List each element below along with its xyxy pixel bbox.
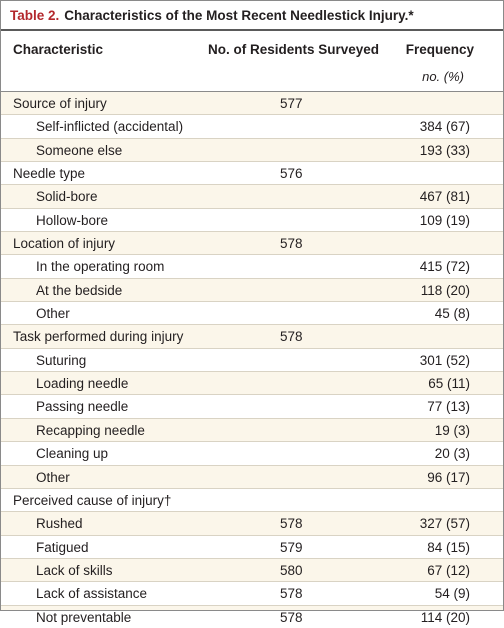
table-row: Self-inflicted (accidental) 384 (67) <box>1 115 503 139</box>
table-row: Task performed during injury 578 <box>1 325 503 349</box>
row-residents-surveyed: 578 <box>280 586 303 602</box>
table-row: In the operating room 415 (72) <box>1 255 503 279</box>
table-row: Source of injury 577 <box>1 92 503 116</box>
row-frequency: 193 (33) <box>419 142 470 158</box>
table-row: Perceived cause of injury† <box>1 488 503 513</box>
row-residents-surveyed: 580 <box>280 562 303 578</box>
row-characteristic: Needle type <box>13 166 86 182</box>
row-characteristic: Recapping needle <box>36 422 145 438</box>
table-row: Location of injury 578 <box>1 232 503 256</box>
table-row: Loading needle 65 (11) <box>1 372 503 396</box>
row-frequency: 65 (11) <box>428 376 470 392</box>
table-row: Passing needle 77 (13) <box>1 395 503 419</box>
row-frequency: 467 (81) <box>419 189 470 205</box>
row-frequency: 114 (20) <box>420 609 470 625</box>
table-row: Suturing 301 (52) <box>1 348 503 373</box>
row-residents-surveyed: 579 <box>280 539 303 555</box>
row-characteristic: In the operating room <box>36 259 165 275</box>
row-characteristic: Loading needle <box>36 376 129 392</box>
table-row: Not preventable 578 114 (20) <box>1 606 503 628</box>
row-frequency: 20 (3) <box>434 446 470 462</box>
table-row: Solid-bore 467 (81) <box>1 185 503 209</box>
row-characteristic: Other <box>36 469 70 485</box>
row-frequency: 54 (9) <box>434 586 470 602</box>
row-residents-surveyed: 578 <box>280 329 303 345</box>
column-header-frequency-unit: no. (%) <box>422 69 464 84</box>
row-frequency: 327 (57) <box>419 516 470 532</box>
table-title: Characteristics of the Most Recent Needl… <box>64 7 414 23</box>
column-header-residents: No. of Residents Surveyed <box>208 42 380 57</box>
row-frequency: 84 (15) <box>427 539 470 555</box>
row-characteristic: Not preventable <box>36 609 132 625</box>
row-frequency: 415 (72) <box>419 259 470 275</box>
row-frequency: 301 (52) <box>419 352 470 368</box>
table-row: Other 96 (17) <box>1 466 503 489</box>
row-residents-surveyed: 578 <box>280 516 303 532</box>
row-frequency: 77 (13) <box>427 399 470 415</box>
table-row: Someone else 193 (33) <box>1 139 503 163</box>
row-residents-surveyed: 576 <box>280 166 303 182</box>
row-residents-surveyed: 578 <box>280 236 303 252</box>
row-characteristic: Fatigued <box>36 539 89 555</box>
table-row: Other 45 (8) <box>1 302 503 326</box>
table-row: Needle type 576 <box>1 162 503 186</box>
row-characteristic: Source of injury <box>13 96 107 111</box>
row-characteristic: Perceived cause of injury† <box>13 492 172 508</box>
column-header-frequency: Frequency <box>405 42 474 57</box>
row-characteristic: Hollow-bore <box>36 212 109 228</box>
table-row: Lack of assistance 578 54 (9) <box>1 582 503 606</box>
row-characteristic: Location of injury <box>13 236 116 252</box>
row-frequency: 67 (12) <box>427 562 470 578</box>
row-characteristic: Other <box>36 306 70 322</box>
row-frequency: 109 (19) <box>419 212 470 228</box>
table-row: Hollow-bore 109 (19) <box>1 208 503 233</box>
table-row: Lack of skills 580 67 (12) <box>1 559 503 583</box>
row-characteristic: Self-inflicted (accidental) <box>36 119 184 135</box>
row-residents-surveyed: 577 <box>280 96 303 111</box>
row-frequency: 19 (3) <box>434 422 470 438</box>
row-characteristic: Someone else <box>36 142 123 158</box>
row-frequency: 384 (67) <box>419 119 470 135</box>
row-characteristic: At the bedside <box>36 282 123 298</box>
table-header: Characteristic No. of Residents Surveyed… <box>1 31 503 92</box>
row-characteristic: Passing needle <box>36 399 129 415</box>
row-frequency: 45 (8) <box>434 306 470 322</box>
row-characteristic: Lack of skills <box>36 562 113 578</box>
row-characteristic: Task performed during injury <box>13 329 184 345</box>
row-residents-surveyed: 578 <box>280 609 303 625</box>
table-title-bar: Table 2. Characteristics of the Most Rec… <box>1 1 503 31</box>
column-header-characteristic: Characteristic <box>13 42 104 57</box>
table-row: At the bedside 118 (20) <box>1 279 503 303</box>
table-row: Rushed 578 327 (57) <box>1 512 503 536</box>
table-body: Source of injury 577 Self-inflicted (accid… <box>1 92 503 628</box>
table-row: Cleaning up 20 (3) <box>1 442 503 466</box>
row-characteristic: Lack of assistance <box>36 586 148 602</box>
row-frequency: 118 (20) <box>420 282 470 298</box>
table-row: Recapping needle 19 (3) <box>1 419 503 443</box>
table-row: Fatigued 579 84 (15) <box>1 535 503 559</box>
table-number: Table 2. <box>10 7 60 23</box>
row-characteristic: Suturing <box>36 352 87 368</box>
row-characteristic: Rushed <box>36 516 83 532</box>
row-characteristic: Solid-bore <box>36 189 98 205</box>
row-characteristic: Cleaning up <box>36 446 109 462</box>
row-frequency: 96 (17) <box>427 469 470 485</box>
